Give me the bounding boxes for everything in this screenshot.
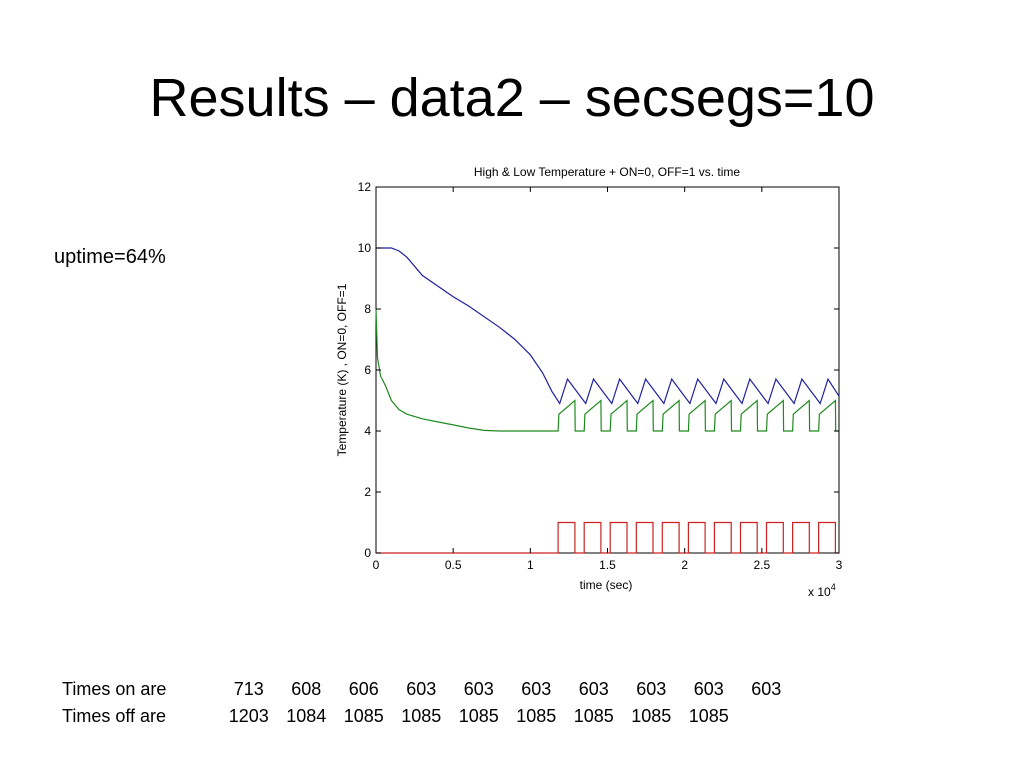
times-off-value: 1085 [573, 706, 614, 726]
times-on-value: 603 [636, 679, 667, 699]
slide-title: Results – data2 – secsegs=10 [149, 68, 875, 128]
x-tick-label: 2.5 [753, 558, 770, 572]
times-on-value: 603 [521, 679, 552, 699]
times-table: Times on are 713 608 606 603 603 603 603… [62, 676, 795, 730]
x-multiplier: x 104 [808, 582, 836, 599]
times-off-value: 1203 [228, 706, 269, 726]
x-tick-label: 3 [836, 558, 843, 572]
series-layer [375, 247, 840, 554]
times-off-label: Times off are [62, 706, 167, 726]
x-tick-label: 0 [373, 558, 380, 572]
times-off-value: 1085 [401, 706, 442, 726]
x-tick-label: 0.5 [445, 558, 462, 572]
times-off-row: Times off are 1203 1084 1085 1085 1085 1… [62, 703, 795, 730]
x-axis-label: time (sec) [580, 578, 633, 592]
times-off-value: 1085 [516, 706, 557, 726]
x-axis-ticks: 0 0.5 1 1.5 2 2.5 3 [373, 187, 843, 572]
times-on-row: Times on are 713 608 606 603 603 603 603… [62, 676, 795, 703]
times-on-value: 603 [751, 679, 782, 699]
x-tick-label: 2 [681, 558, 688, 572]
y-axis-ticks: 0 2 4 6 8 10 12 [358, 180, 839, 560]
times-on-value: 603 [693, 679, 724, 699]
times-on-label: Times on are [62, 679, 167, 699]
series-line-1 [375, 308, 839, 432]
times-on-value: 603 [406, 679, 437, 699]
uptime-label: uptime=64% [54, 246, 166, 268]
x-tick-label: 1.5 [599, 558, 616, 572]
times-on-value: 713 [233, 679, 264, 699]
times-on-value: 603 [578, 679, 609, 699]
y-tick-label: 0 [364, 546, 371, 560]
y-tick-label: 12 [358, 180, 372, 194]
times-off-value: 1085 [688, 706, 729, 726]
times-off-value: 1084 [286, 706, 327, 726]
x-multiplier-base: x 10 [808, 585, 831, 599]
times-on-value: 608 [291, 679, 322, 699]
times-off-value: 1085 [631, 706, 672, 726]
plot-area [375, 186, 840, 554]
y-tick-label: 8 [364, 302, 371, 316]
chart-title: High & Low Temperature + ON=0, OFF=1 vs.… [474, 165, 741, 179]
y-tick-label: 6 [364, 363, 371, 377]
y-tick-label: 10 [358, 241, 372, 255]
y-axis-label: Temperature (K) , ON=0, OFF=1 [335, 283, 349, 456]
x-tick-label: 1 [527, 558, 534, 572]
series-line-0 [376, 247, 840, 405]
times-on-value: 606 [348, 679, 379, 699]
times-off-value: 1085 [343, 706, 384, 726]
times-on-value: 603 [463, 679, 494, 699]
times-off-value: 1085 [458, 706, 499, 726]
series-line-2 [376, 521, 839, 554]
x-multiplier-exponent: 4 [831, 582, 836, 592]
y-tick-label: 4 [364, 424, 371, 438]
y-tick-label: 2 [364, 485, 371, 499]
